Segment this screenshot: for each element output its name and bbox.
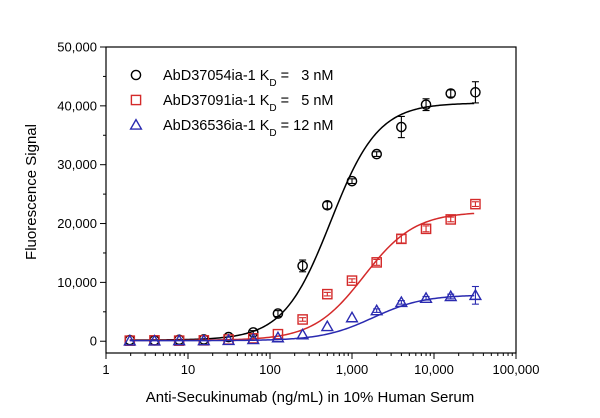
y-tick-label: 10,000 — [57, 275, 97, 290]
data-point — [322, 288, 333, 300]
data-point — [297, 260, 308, 272]
data-point — [246, 332, 260, 345]
x-tick-label: 1,000 — [336, 362, 369, 377]
y-tick-label: 30,000 — [57, 157, 97, 172]
x-tick-label: 100,000 — [493, 362, 540, 377]
series-group — [123, 285, 483, 346]
data-point — [320, 319, 334, 332]
data-point — [172, 333, 186, 346]
fit-curve — [129, 102, 475, 341]
legend-label: AbD36536ia-1 KD = 12 nM — [163, 118, 333, 139]
y-tick-label: 0 — [90, 334, 97, 349]
data-point — [396, 121, 407, 133]
plot-frame — [105, 46, 517, 354]
y-axis: 0 10,000 20,000 30,000 40,000 50,000 — [57, 40, 106, 349]
data-point — [272, 328, 284, 340]
data-point — [394, 295, 408, 308]
legend-label: AbD37091ia-1 KD = 5 nM — [163, 93, 333, 114]
data-point — [445, 214, 457, 225]
data-point — [470, 87, 481, 98]
data-point — [420, 223, 432, 235]
data-point — [444, 289, 458, 302]
legend-label: AbD37054ia-1 KD = 3 nM — [163, 68, 333, 89]
data-point — [123, 334, 137, 346]
x-tick-label: 100 — [259, 362, 281, 377]
data-point — [371, 148, 382, 160]
data-point — [420, 99, 432, 110]
data-point — [468, 288, 483, 301]
x-tick-label: 10,000 — [414, 362, 454, 377]
data-point — [322, 199, 333, 211]
data-point — [147, 334, 162, 346]
data-point — [396, 233, 407, 245]
x-tick-label: 1 — [102, 362, 109, 377]
x-axis: 1 10 100 1,000 10,000 100,000 — [102, 353, 540, 377]
data-point — [371, 257, 382, 268]
x-axis-title: Anti-Secukinumab (ng/mL) in 10% Human Se… — [146, 389, 474, 406]
data-point — [445, 88, 457, 99]
data-point — [346, 275, 358, 286]
y-axis-title: Fluorescence Signal — [23, 124, 40, 260]
y-tick-label: 40,000 — [57, 98, 97, 113]
x-tick-label: 10 — [181, 362, 195, 377]
fit-curve — [129, 294, 475, 342]
series-group — [124, 198, 481, 346]
data-point — [272, 308, 284, 319]
data-point — [345, 310, 359, 323]
y-tick-label: 50,000 — [57, 40, 97, 55]
y-tick-label: 20,000 — [57, 216, 97, 231]
legend-marker — [130, 94, 142, 106]
legend-marker — [129, 118, 143, 130]
data-point — [296, 327, 310, 340]
data-point — [297, 314, 308, 325]
data-point — [470, 198, 481, 210]
data-point — [221, 333, 236, 346]
legend: AbD37054ia-1 KD = 3 nM AbD37091ia-1 KD = … — [129, 68, 333, 139]
legend-marker — [130, 69, 142, 81]
data-point — [247, 327, 259, 338]
plot-content — [123, 81, 483, 346]
data-point — [419, 291, 433, 304]
data-point — [271, 330, 285, 343]
data-point — [197, 333, 211, 346]
data-point — [370, 303, 384, 316]
data-point — [346, 175, 358, 187]
